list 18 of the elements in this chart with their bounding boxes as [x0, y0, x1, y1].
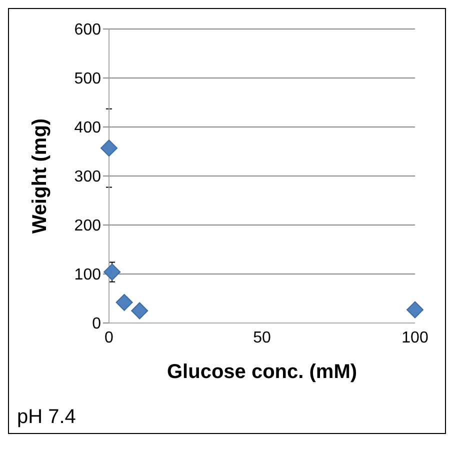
- text: pH 7.4: [17, 406, 76, 429]
- x-tick-label: 50: [253, 329, 271, 346]
- point: [100, 140, 118, 157]
- y-tick-label: 100: [74, 266, 102, 284]
- x-tick-label: 100: [402, 329, 428, 346]
- x-tick-label: 0: [104, 329, 114, 346]
- point: [406, 301, 424, 318]
- y-tick-label: 300: [74, 168, 102, 186]
- y-tick-label: 0: [92, 316, 102, 333]
- point: [131, 302, 148, 320]
- y-tick-label: 200: [74, 218, 102, 235]
- y-axis-title: Weight (mg): [29, 118, 52, 234]
- point: [104, 264, 121, 281]
- y-tick-label: 600: [74, 22, 102, 39]
- y-tick-label: 500: [74, 70, 102, 88]
- x-axis-title: Glucose conc. (mM): [166, 361, 358, 383]
- y-tick-label: 400: [74, 120, 102, 137]
- point: [116, 294, 133, 311]
